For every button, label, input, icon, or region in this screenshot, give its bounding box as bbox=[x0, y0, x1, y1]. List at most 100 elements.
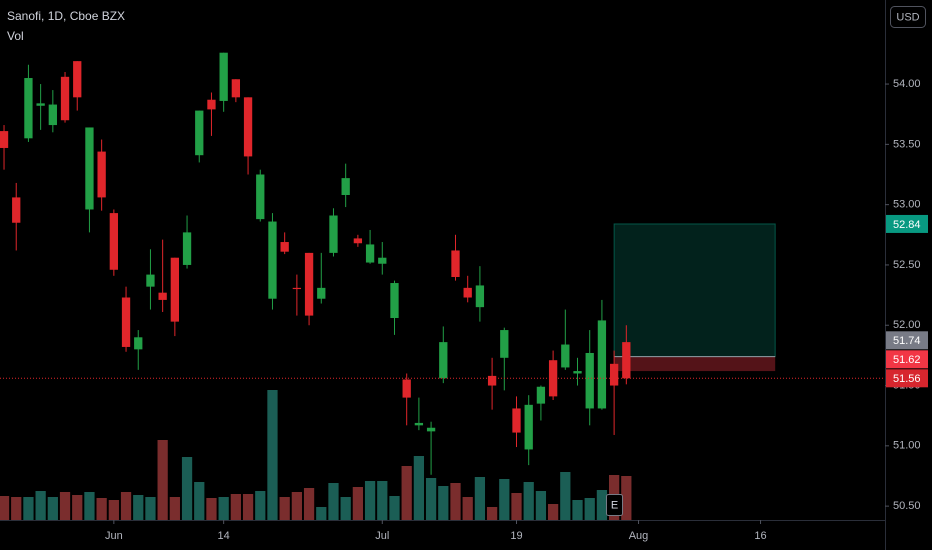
candle-body bbox=[170, 257, 180, 322]
y-tick-label: 53.00 bbox=[893, 199, 921, 211]
x-tick-label: 14 bbox=[218, 530, 230, 542]
volume-bar bbox=[303, 488, 315, 520]
target-zone bbox=[613, 223, 776, 358]
chart-title: Sanofi, 1D, Cboe BZX bbox=[7, 9, 125, 23]
volume-bar bbox=[352, 487, 364, 520]
volume-bar bbox=[486, 507, 498, 520]
candle-body bbox=[597, 320, 607, 409]
volume-bar bbox=[425, 478, 437, 520]
volume-bar bbox=[596, 490, 608, 520]
candle-body bbox=[207, 99, 216, 110]
candle-body bbox=[378, 257, 387, 264]
candle-body bbox=[585, 352, 594, 409]
candle-body bbox=[426, 427, 436, 432]
candle-body bbox=[134, 337, 143, 350]
price-label-box bbox=[886, 214, 928, 233]
volume-bar bbox=[450, 483, 461, 520]
volume-bar bbox=[499, 479, 510, 520]
volume-bar bbox=[377, 481, 388, 520]
x-tick-label: Jun bbox=[105, 530, 123, 542]
y-tick-label: 50.50 bbox=[893, 500, 921, 512]
candle-body bbox=[524, 404, 533, 450]
volume-pane bbox=[0, 390, 632, 520]
volume-bar bbox=[364, 481, 376, 520]
volume-bar bbox=[84, 492, 95, 520]
y-tick-label: 52.00 bbox=[893, 319, 921, 331]
volume-bar bbox=[523, 482, 534, 520]
volume-bar bbox=[511, 493, 522, 520]
candle-body bbox=[256, 174, 265, 220]
axes: 50.5051.0051.5052.0052.5053.0053.5054.00… bbox=[105, 78, 921, 542]
currency-button[interactable] bbox=[890, 6, 926, 28]
candle-body bbox=[561, 344, 570, 368]
volume-bar bbox=[108, 500, 119, 520]
volume-bar bbox=[572, 500, 583, 520]
candle-body bbox=[158, 292, 167, 300]
candle-body bbox=[24, 78, 33, 139]
stop-zone bbox=[614, 356, 776, 372]
volume-bar bbox=[401, 466, 412, 520]
candle-body bbox=[121, 297, 131, 347]
volume-bar bbox=[389, 496, 400, 520]
price-label-box bbox=[886, 369, 928, 388]
price-label-box bbox=[886, 350, 928, 369]
candle-body bbox=[512, 408, 521, 433]
volume-bar bbox=[413, 456, 425, 520]
candle-body bbox=[219, 52, 228, 101]
volume-bar bbox=[47, 497, 58, 520]
volume-bar bbox=[35, 491, 46, 520]
candles bbox=[0, 52, 885, 475]
candle-body bbox=[548, 360, 558, 397]
candle-body bbox=[500, 330, 509, 358]
y-tick-label: 54.00 bbox=[893, 78, 921, 90]
candle-body bbox=[292, 287, 302, 290]
earnings-marker[interactable]: E bbox=[611, 499, 618, 511]
candle-body bbox=[487, 375, 497, 386]
volume-bar bbox=[59, 492, 71, 520]
candle-body bbox=[146, 274, 155, 287]
volume-bar bbox=[194, 482, 205, 520]
candle-body bbox=[536, 386, 546, 404]
x-tick-label: Aug bbox=[629, 530, 649, 542]
volume-bar bbox=[316, 507, 327, 520]
currency[interactable]: USD bbox=[896, 11, 919, 23]
candle-body bbox=[97, 151, 106, 198]
candle-body bbox=[0, 131, 9, 148]
y-tick-label: 52.50 bbox=[893, 259, 921, 271]
volume-bar bbox=[145, 497, 156, 520]
volume-bar bbox=[328, 483, 339, 520]
volume-bar bbox=[72, 495, 83, 520]
volume-bar bbox=[23, 497, 34, 520]
price-labels: 52.84 51.74 51.62 51.56 bbox=[886, 214, 928, 388]
candle-body bbox=[85, 127, 94, 210]
candle-body bbox=[195, 110, 204, 156]
position-tool[interactable] bbox=[613, 223, 776, 372]
candle-body bbox=[463, 287, 472, 298]
candle-body bbox=[439, 342, 448, 379]
x-tick-label: Jul bbox=[375, 530, 389, 542]
price-label: 52.84 bbox=[893, 219, 921, 231]
volume-bar bbox=[120, 492, 132, 520]
candle-body bbox=[12, 197, 21, 223]
candle-body bbox=[475, 285, 485, 308]
y-tick-label: 51.00 bbox=[893, 440, 921, 452]
candle-body bbox=[390, 283, 399, 319]
candle-body bbox=[304, 252, 314, 316]
volume-bar bbox=[206, 498, 217, 520]
candle-body bbox=[622, 342, 631, 379]
volume-bar bbox=[438, 486, 449, 520]
earnings-marker-box[interactable] bbox=[606, 494, 623, 516]
volume-bar bbox=[157, 440, 168, 520]
candle-body bbox=[341, 178, 350, 195]
volume-bar bbox=[230, 494, 241, 520]
volume-bar bbox=[11, 497, 22, 520]
price-label: 51.74 bbox=[893, 335, 921, 347]
volume-bar bbox=[291, 492, 302, 520]
volume-bar bbox=[0, 496, 10, 520]
volume-bar bbox=[267, 390, 278, 520]
price-label-box bbox=[886, 331, 928, 350]
candle-body bbox=[414, 422, 424, 426]
